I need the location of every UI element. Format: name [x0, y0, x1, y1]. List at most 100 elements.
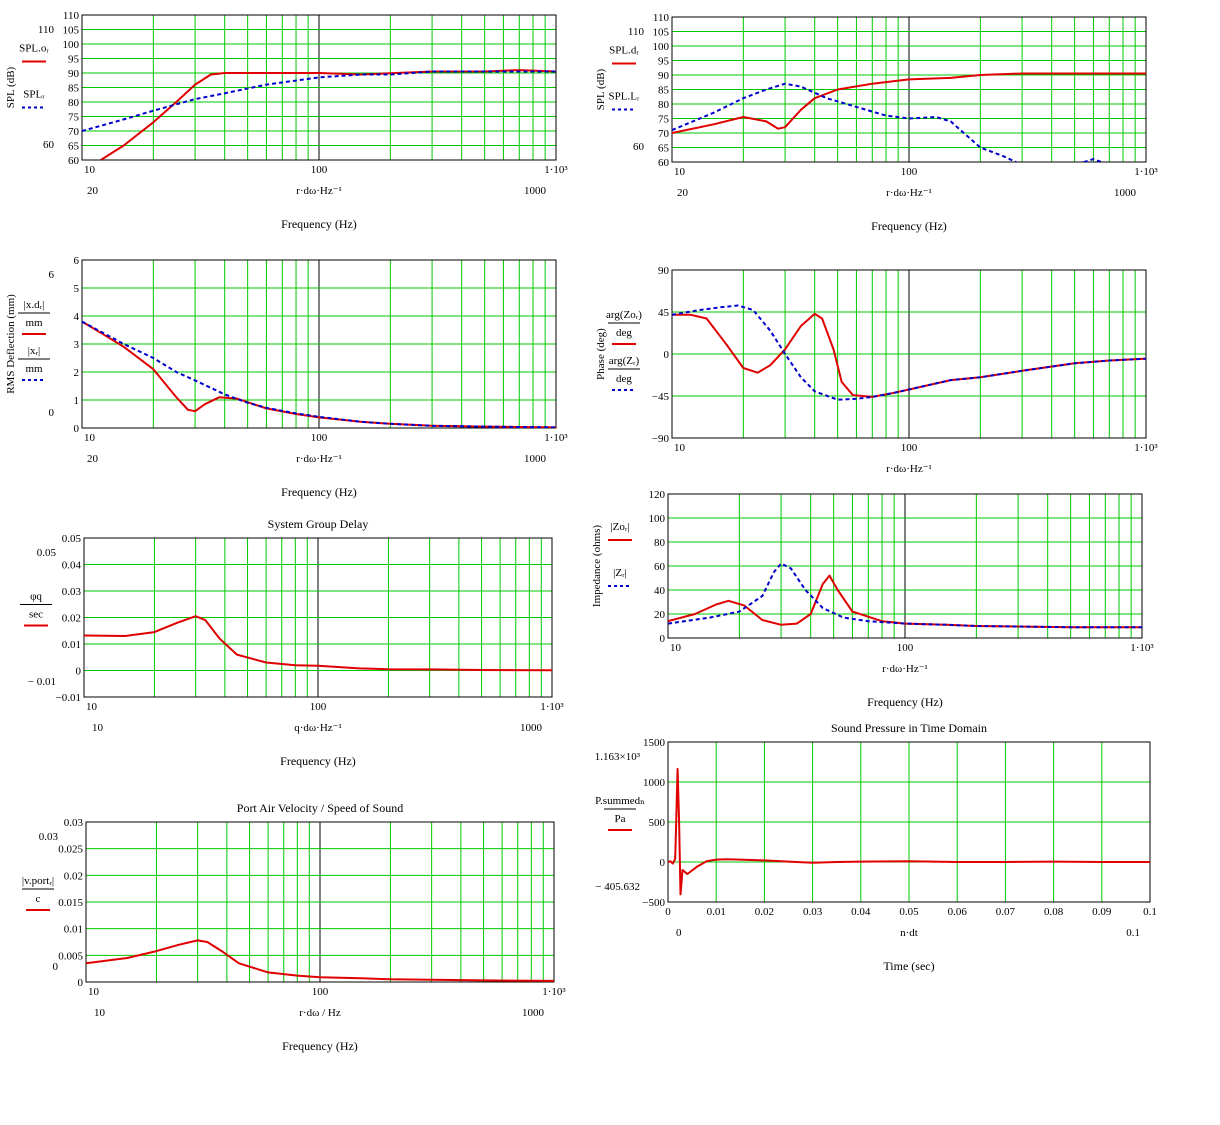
y-tick-label: 85 — [658, 85, 670, 97]
legend-label: arg(Zᵣ) — [609, 355, 640, 367]
y-tick-label: 0.005 — [58, 950, 83, 962]
x-expression: r·dω·Hz⁻¹ — [296, 453, 342, 465]
spl-passive-series-blue-line — [82, 70, 556, 132]
x-range-min: 20 — [87, 185, 99, 197]
legend-label: P.summedₙ — [595, 795, 645, 807]
x-tick-label: 0.01 — [707, 906, 726, 918]
legend-label: |Zᵣ| — [613, 567, 627, 579]
chart-title: System Group Delay — [268, 517, 369, 531]
x-range-max: 1000 — [522, 1007, 545, 1019]
legend-label: φq — [30, 591, 42, 603]
x-tick-label: 100 — [311, 164, 328, 176]
plot-frame — [83, 537, 553, 698]
y-axis-label: Impedance (ohms) — [591, 525, 603, 607]
plot-frame — [671, 269, 1147, 439]
y-tick-label: 0 — [660, 633, 666, 645]
chart-title: Port Air Velocity / Speed of Sound — [237, 801, 403, 815]
x-tick-label: 1·10³ — [1134, 166, 1158, 178]
spl-passive-series-red-line — [100, 69, 556, 160]
y-tick-label: −500 — [642, 897, 665, 909]
y-tick-label: 0 — [74, 423, 80, 435]
x-tick-label: 0.03 — [803, 906, 823, 918]
excursion-series-blue-line — [82, 320, 556, 428]
y-tick-label: 65 — [68, 141, 80, 153]
y-tick-label: 0 — [664, 349, 670, 361]
x-tick-label: 1·10³ — [1134, 442, 1158, 454]
x-tick-label: 10 — [674, 166, 686, 178]
y-tick-label: 95 — [658, 56, 670, 68]
legend-label: |x.dᵣ| — [24, 299, 45, 311]
y-tick-label: 500 — [649, 817, 666, 829]
phase-chart: −90 −45 0 45 90 10 100 1·10³ r·dω·Hz⁻¹ Phase (deg… — [595, 265, 1158, 475]
y-tick-label: 0 — [78, 977, 84, 989]
y-tick-label: 90 — [658, 70, 670, 82]
x-tick-label: 100 — [310, 701, 327, 713]
impedance-series-blue-line — [668, 562, 1142, 629]
x-expression: q·dω·Hz⁻¹ — [294, 722, 342, 734]
y-tick-label: 1 — [74, 395, 80, 407]
legend-label-denominator: Pa — [615, 813, 626, 825]
y-axis-label: Phase (deg) — [595, 328, 607, 380]
y-tick-label: 105 — [653, 27, 670, 39]
plot-frame — [667, 493, 1143, 639]
y-tick-label: 0 — [660, 857, 666, 869]
x-range-min: 10 — [92, 722, 104, 734]
x-expression: r·dω·Hz⁻¹ — [886, 463, 932, 475]
y-range-max: 110 — [38, 24, 55, 36]
x-tick-label: 100 — [311, 432, 328, 444]
y-range-min: 60 — [43, 139, 55, 151]
time-domain-series-red-line — [668, 768, 1150, 896]
x-tick-label: 10 — [670, 642, 682, 654]
y-tick-label: 70 — [68, 126, 80, 138]
legend-label: SPL.Lᵣ — [609, 91, 640, 103]
legend-label-denominator: mm — [25, 363, 43, 375]
x-tick-label: 0.09 — [1092, 906, 1112, 918]
x-range-min: 20 — [87, 453, 99, 465]
y-range-max: 0.05 — [37, 547, 57, 559]
plot-frame — [81, 259, 557, 429]
y-tick-label: 100 — [649, 513, 666, 525]
group-delay-series-red-line — [84, 615, 552, 672]
legend-label: SPLᵣ — [23, 89, 45, 101]
spl-room-series-blue-line — [672, 82, 1105, 162]
x-expression: r·dω·Hz⁻¹ — [882, 663, 928, 675]
y-tick-label: 0.02 — [62, 613, 81, 625]
x-tick-label: 0.07 — [996, 906, 1016, 918]
legend-label: |xᵣ| — [28, 345, 40, 357]
y-tick-label: 100 — [653, 41, 670, 53]
y-tick-label: 0.025 — [58, 844, 83, 856]
x-tick-label: 10 — [86, 701, 98, 713]
plot-frame — [85, 821, 555, 983]
x-range-max: 1000 — [1114, 187, 1137, 199]
x-range-max: 1000 — [524, 185, 547, 197]
y-range-max: 1.163×10³ — [595, 751, 641, 763]
y-tick-label: 20 — [654, 609, 666, 621]
x-range-min: 20 — [677, 187, 689, 199]
x-tick-label: 1·10³ — [1130, 642, 1154, 654]
x-axis-label: Frequency (Hz) — [282, 1039, 358, 1053]
y-tick-label: 0.03 — [62, 586, 82, 598]
x-tick-label: 1·10³ — [542, 986, 566, 998]
y-tick-label: 95 — [68, 54, 80, 66]
y-tick-label: 120 — [649, 489, 666, 501]
y-range-min: 60 — [633, 141, 645, 153]
y-tick-label: −45 — [652, 391, 670, 403]
y-tick-label: 105 — [63, 25, 80, 37]
y-range-min: − 405.632 — [595, 881, 640, 893]
y-tick-label: 110 — [653, 12, 670, 24]
y-tick-label: 0.04 — [62, 560, 82, 572]
legend-label-denominator: deg — [616, 327, 632, 339]
group-delay-chart: −0.01 0 0.01 0.02 0.03 0.04 0.05 10 100 1·10³ 10 10… — [20, 517, 564, 768]
plot-frame — [667, 741, 1151, 903]
y-tick-label: 75 — [658, 114, 670, 126]
y-axis-label: SPL (dB) — [595, 68, 607, 110]
y-tick-label: 80 — [654, 537, 666, 549]
y-range-min: − 0.01 — [28, 676, 56, 688]
legend-label: SPL.dᵣ — [609, 45, 639, 57]
y-tick-label: 80 — [658, 99, 670, 111]
y-tick-label: 100 — [63, 39, 80, 51]
y-tick-label: 0 — [76, 666, 82, 678]
legend-label-denominator: mm — [25, 317, 43, 329]
